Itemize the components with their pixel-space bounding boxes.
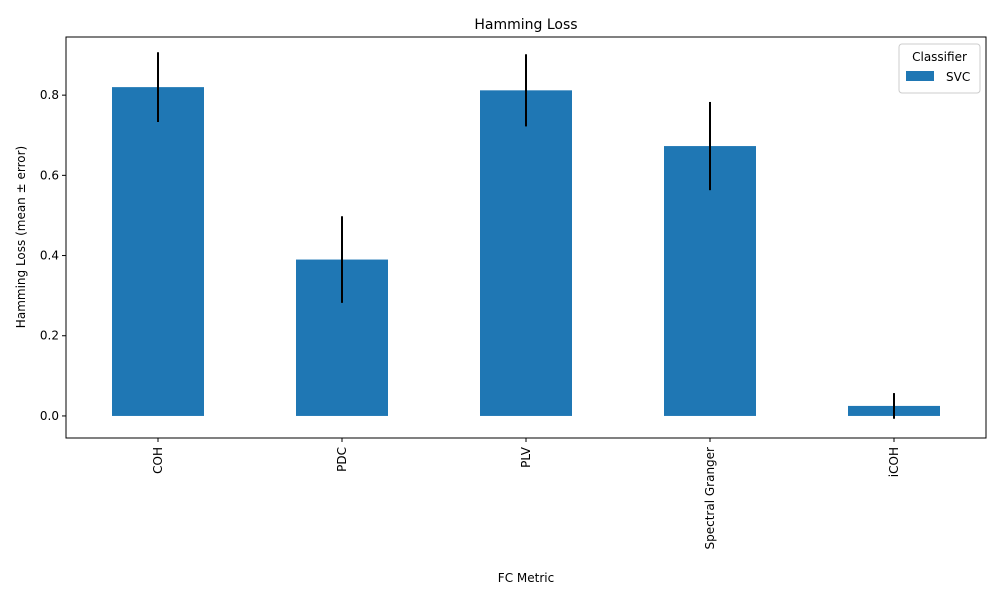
y-axis: 0.0 0.2 0.4 0.6 0.8 (40, 88, 66, 423)
x-tick-label: COH (151, 447, 165, 474)
x-tick-label: Spectral Granger (703, 447, 717, 550)
legend-label-svc: SVC (946, 70, 970, 84)
y-tick-label: 0.4 (40, 249, 59, 263)
y-tick-label: 0.2 (40, 329, 59, 343)
x-axis: COH PDC PLV Spectral Granger iCOH (151, 438, 901, 549)
y-tick-label: 0.0 (40, 409, 59, 423)
bars (112, 87, 940, 416)
y-axis-label: Hamming Loss (mean ± error) (14, 146, 28, 328)
y-tick-label: 0.8 (40, 88, 59, 102)
bar (664, 146, 756, 416)
x-tick-label: iCOH (887, 447, 901, 477)
y-tick-label: 0.6 (40, 168, 59, 182)
bar (112, 87, 204, 416)
chart-title: Hamming Loss (474, 17, 577, 33)
x-tick-label: PLV (519, 446, 533, 468)
legend-title: Classifier (912, 50, 967, 64)
bar (480, 90, 572, 416)
error-bars (157, 52, 895, 419)
legend-swatch-svc (906, 71, 934, 81)
x-tick-label: PDC (335, 447, 349, 472)
x-axis-label: FC Metric (498, 571, 554, 585)
legend: Classifier SVC (898, 43, 981, 94)
